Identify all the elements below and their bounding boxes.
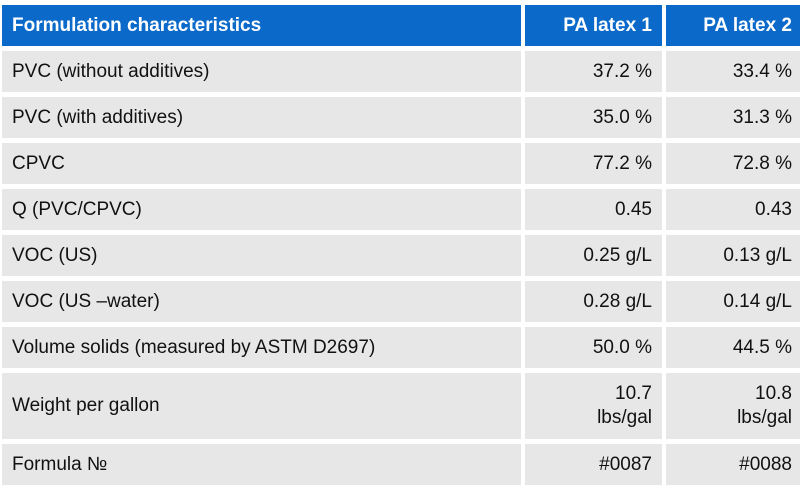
header-pa-latex-2: PA latex 2 bbox=[666, 5, 800, 46]
row-label-cpvc: CPVC bbox=[2, 143, 521, 184]
row-value-latex2-volume-solids: 44.5 % bbox=[666, 327, 800, 368]
row-value-latex1-voc-us: 0.25 g/L bbox=[525, 235, 662, 276]
row-value-latex1-pvc-with-additives: 35.0 % bbox=[525, 97, 662, 138]
row-value-latex1-q-ratio: 0.45 bbox=[525, 189, 662, 230]
row-value-latex1-voc-us-water: 0.28 g/L bbox=[525, 281, 662, 322]
row-value-latex1-pvc-without-additives: 37.2 % bbox=[525, 51, 662, 92]
header-formulation-characteristics: Formulation characteristics bbox=[2, 5, 521, 46]
row-value-latex1-formula-number: #0087 bbox=[525, 444, 662, 485]
row-label-volume-solids: Volume solids (measured by ASTM D2697) bbox=[2, 327, 521, 368]
row-label-voc-us: VOC (US) bbox=[2, 235, 521, 276]
row-label-pvc-with-additives: PVC (with additives) bbox=[2, 97, 521, 138]
row-value-latex1-cpvc: 77.2 % bbox=[525, 143, 662, 184]
row-value-latex2-formula-number: #0088 bbox=[666, 444, 800, 485]
row-value-latex2-pvc-with-additives: 31.3 % bbox=[666, 97, 800, 138]
row-value-latex1-volume-solids: 50.0 % bbox=[525, 327, 662, 368]
row-label-q-ratio: Q (PVC/CPVC) bbox=[2, 189, 521, 230]
row-label-voc-us-water: VOC (US –water) bbox=[2, 281, 521, 322]
row-label-pvc-without-additives: PVC (without additives) bbox=[2, 51, 521, 92]
row-value-latex2-voc-us: 0.13 g/L bbox=[666, 235, 800, 276]
row-value-latex2-cpvc: 72.8 % bbox=[666, 143, 800, 184]
row-value-latex2-voc-us-water: 0.14 g/L bbox=[666, 281, 800, 322]
row-label-formula-number: Formula № bbox=[2, 444, 521, 485]
row-value-latex2-pvc-without-additives: 33.4 % bbox=[666, 51, 800, 92]
row-value-latex1-weight-per-gallon: 10.7 lbs/gal bbox=[525, 373, 662, 439]
header-pa-latex-1: PA latex 1 bbox=[525, 5, 662, 46]
row-value-latex2-weight-per-gallon: 10.8 lbs/gal bbox=[666, 373, 800, 439]
row-value-latex2-q-ratio: 0.43 bbox=[666, 189, 800, 230]
row-label-weight-per-gallon: Weight per gallon bbox=[2, 373, 521, 439]
